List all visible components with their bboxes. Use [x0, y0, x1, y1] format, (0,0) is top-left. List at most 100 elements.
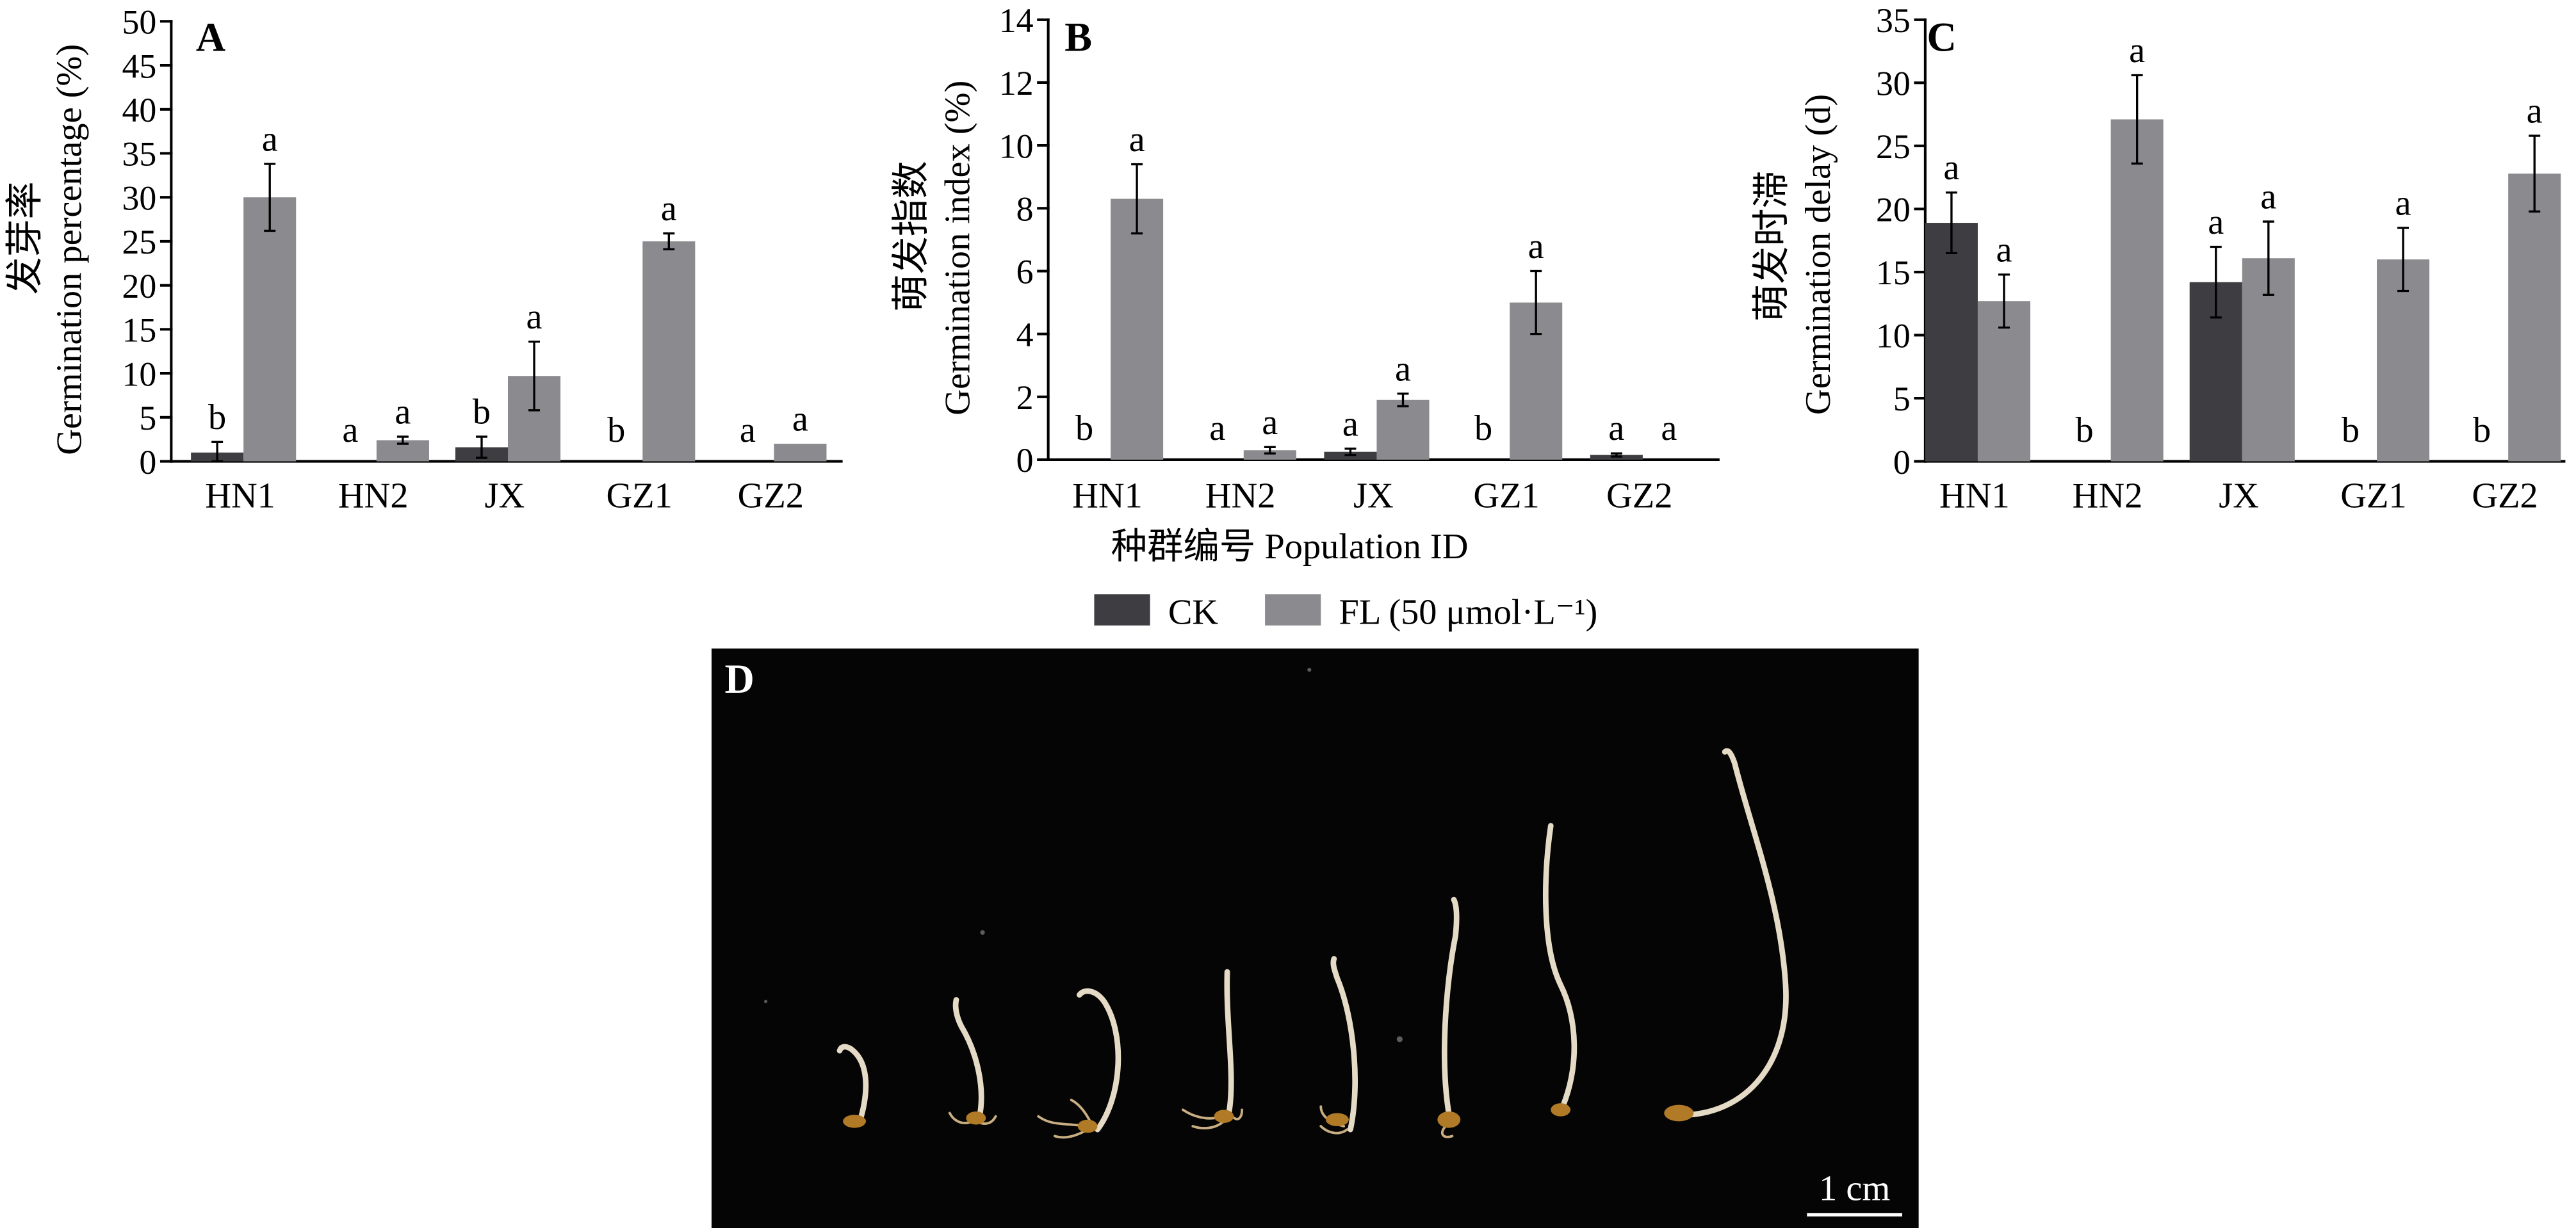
panel-a-sig-letter-fl-hn1: a	[262, 119, 278, 159]
panel-a-sig-letter-fl-gz2: a	[792, 400, 808, 439]
seedling-5-stem	[1330, 956, 1358, 1133]
panel-a-ytick-label-50: 50	[122, 3, 156, 42]
panel-c-sig-letter-ck-gz1: b	[2342, 410, 2360, 450]
panel-c-sig-letter-fl-hn1: a	[1996, 230, 2012, 270]
panel-b-sig-letter-fl-jx: a	[1395, 349, 1411, 389]
x-axis-title: 种群编号 Population ID	[1111, 527, 1469, 567]
panel-b-sig-letter-ck-gz1: b	[1474, 408, 1492, 448]
panel-b-category-label-hn2: HN2	[1205, 476, 1276, 515]
panel-c-sig-letter-ck-gz2: b	[2473, 410, 2491, 450]
seedling-6-roots	[1440, 1125, 1454, 1138]
panel-b-bar-fl-hn1	[1111, 198, 1164, 460]
panel-b-ylabel-cn: 萌发指数	[890, 161, 932, 312]
seedling-7	[1542, 823, 1577, 1117]
panel-c-category-label-jx: JX	[2219, 476, 2259, 515]
panel-c-errorbar-ck-hn1	[1945, 191, 1957, 255]
panel-a-sig-letter-fl-jx: a	[526, 297, 542, 337]
panel-a-sig-letter-ck-gz1: b	[607, 410, 625, 450]
panel-c-ylabel-en: Germination delay (d)	[1798, 94, 1838, 415]
panel-d-photo: D 1 cm	[711, 648, 1919, 1228]
panel-a-errorbar-fl-gz1	[663, 232, 675, 250]
panel-b-sig-letter-fl-gz2: a	[1661, 408, 1677, 448]
panel-c-sig-letter-fl-hn2: a	[2129, 31, 2145, 70]
panel-b-ytick-label-0: 0	[1016, 441, 1034, 480]
panel-a-sig-letter-ck-hn2: a	[342, 410, 358, 450]
panel-a-bar-fl-gz2	[774, 444, 827, 462]
panel-b-sig-letter-ck-gz2: a	[1608, 408, 1624, 448]
panel-c-ytick-label-10: 10	[1876, 317, 1911, 355]
seedling-3	[1037, 988, 1121, 1139]
legend-swatch-ck	[1094, 594, 1150, 626]
panel-b: B 萌发指数 Germination index (%) 0 2 4 6 8 10 12 14…	[890, 1, 1720, 567]
panel-b-sig-letter-fl-hn2: a	[1262, 403, 1278, 442]
panel-b-errorbar-ck-jx	[1344, 448, 1357, 456]
panel-c-category-label-hn2: HN2	[2073, 476, 2143, 515]
panel-a-category-label-gz1: GZ1	[606, 476, 672, 515]
panel-b-ytick-label-12: 12	[999, 64, 1034, 102]
panel-b-ytick-label-2: 2	[1016, 378, 1034, 417]
legend-label-ck: CK	[1168, 592, 1219, 632]
panel-a-category-label-hn2: HN2	[338, 476, 409, 515]
seedling-8-stem	[1669, 748, 1789, 1118]
panel-c-ylabel-cn: 萌发时滞	[1750, 171, 1792, 322]
panel-b-letter: B	[1064, 14, 1092, 60]
seedling-4	[1181, 969, 1244, 1130]
panel-c-bar-fl-gz2	[2508, 174, 2561, 462]
panel-c-bar-fl-hn2	[2110, 119, 2164, 462]
panel-c-sig-letter-fl-gz2: a	[2527, 92, 2543, 131]
panel-b-sig-letter-fl-hn1: a	[1129, 120, 1145, 159]
panel-b-errorbar-fl-gz1	[1530, 270, 1542, 335]
dust-speck	[1307, 668, 1312, 672]
panel-c-sig-letter-ck-jx: a	[2208, 202, 2224, 242]
panel-c-sig-letter-ck-hn2: b	[2076, 410, 2094, 450]
panel-a-ylabel-en: Germination percentage (%)	[49, 44, 89, 455]
panel-b-ytick-label-8: 8	[1016, 190, 1034, 229]
panel-c-ytick-label-5: 5	[1893, 380, 1911, 418]
seedling-6-seed	[1437, 1111, 1461, 1128]
panel-a-ytick-label-45: 45	[122, 47, 156, 85]
panel-a-bar-fl-hn1	[243, 197, 297, 462]
seedling-3-stem	[1076, 988, 1121, 1133]
panel-b-sig-letter-ck-jx: a	[1342, 404, 1358, 444]
panel-b-category-label-gz1: GZ1	[1473, 476, 1539, 515]
panel-b-errorbar-fl-jx	[1397, 392, 1409, 408]
panel-a-category-label-gz2: GZ2	[738, 476, 804, 515]
panel-b-ytick-label-10: 10	[999, 127, 1034, 165]
panel-a-errorbar-fl-hn1	[264, 163, 276, 232]
panel-a-category-label-hn1: HN1	[205, 476, 275, 515]
panel-b-category-label-hn1: HN1	[1072, 476, 1143, 515]
panel-c-ytick-label-30: 30	[1876, 65, 1911, 103]
seedling-7-seed	[1551, 1103, 1571, 1117]
panel-a-sig-letter-ck-hn1: b	[208, 398, 226, 437]
panel-a-sig-letter-fl-gz1: a	[661, 189, 677, 229]
panel-a-errorbar-ck-hn1	[211, 440, 224, 463]
seedling-3-seed	[1077, 1119, 1098, 1133]
panel-c-letter: C	[1927, 14, 1956, 60]
panel-a-ylabel-cn: 发芽率	[3, 181, 45, 295]
seedling-7-stem	[1542, 823, 1577, 1115]
panel-a-ytick-label-40: 40	[122, 91, 156, 129]
panel-c-errorbar-fl-jx	[2262, 220, 2274, 296]
seedling-5-seed	[1325, 1113, 1349, 1127]
legend-swatch-fl	[1265, 594, 1321, 626]
seedling-6-stem	[1441, 896, 1460, 1126]
seedling-1-stem	[836, 1044, 869, 1126]
panel-b-errorbar-fl-hn2	[1264, 446, 1276, 455]
panel-c-bar-fl-gz1	[2377, 259, 2430, 462]
panel-c-category-label-hn1: HN1	[1939, 476, 2010, 515]
seedling-4-stem	[1224, 969, 1234, 1116]
panel-a-ytick-label-0: 0	[139, 443, 156, 481]
dust-specks	[764, 668, 1403, 1042]
dust-speck	[764, 999, 768, 1003]
panel-b-sig-letter-ck-hn1: b	[1075, 408, 1093, 448]
seedling-5	[1319, 956, 1358, 1135]
panel-a-ytick-label-15: 15	[122, 311, 156, 350]
panel-c: C 萌发时滞 Germination delay (d) 0 5 10 15 20 25 3…	[1750, 1, 2566, 515]
panel-a-bar-fl-gz1	[642, 241, 696, 462]
seedling-8-seed	[1664, 1104, 1694, 1122]
seedling-6	[1437, 896, 1461, 1138]
dust-speck	[980, 930, 985, 935]
panel-a-ytick-label-25: 25	[122, 223, 156, 261]
